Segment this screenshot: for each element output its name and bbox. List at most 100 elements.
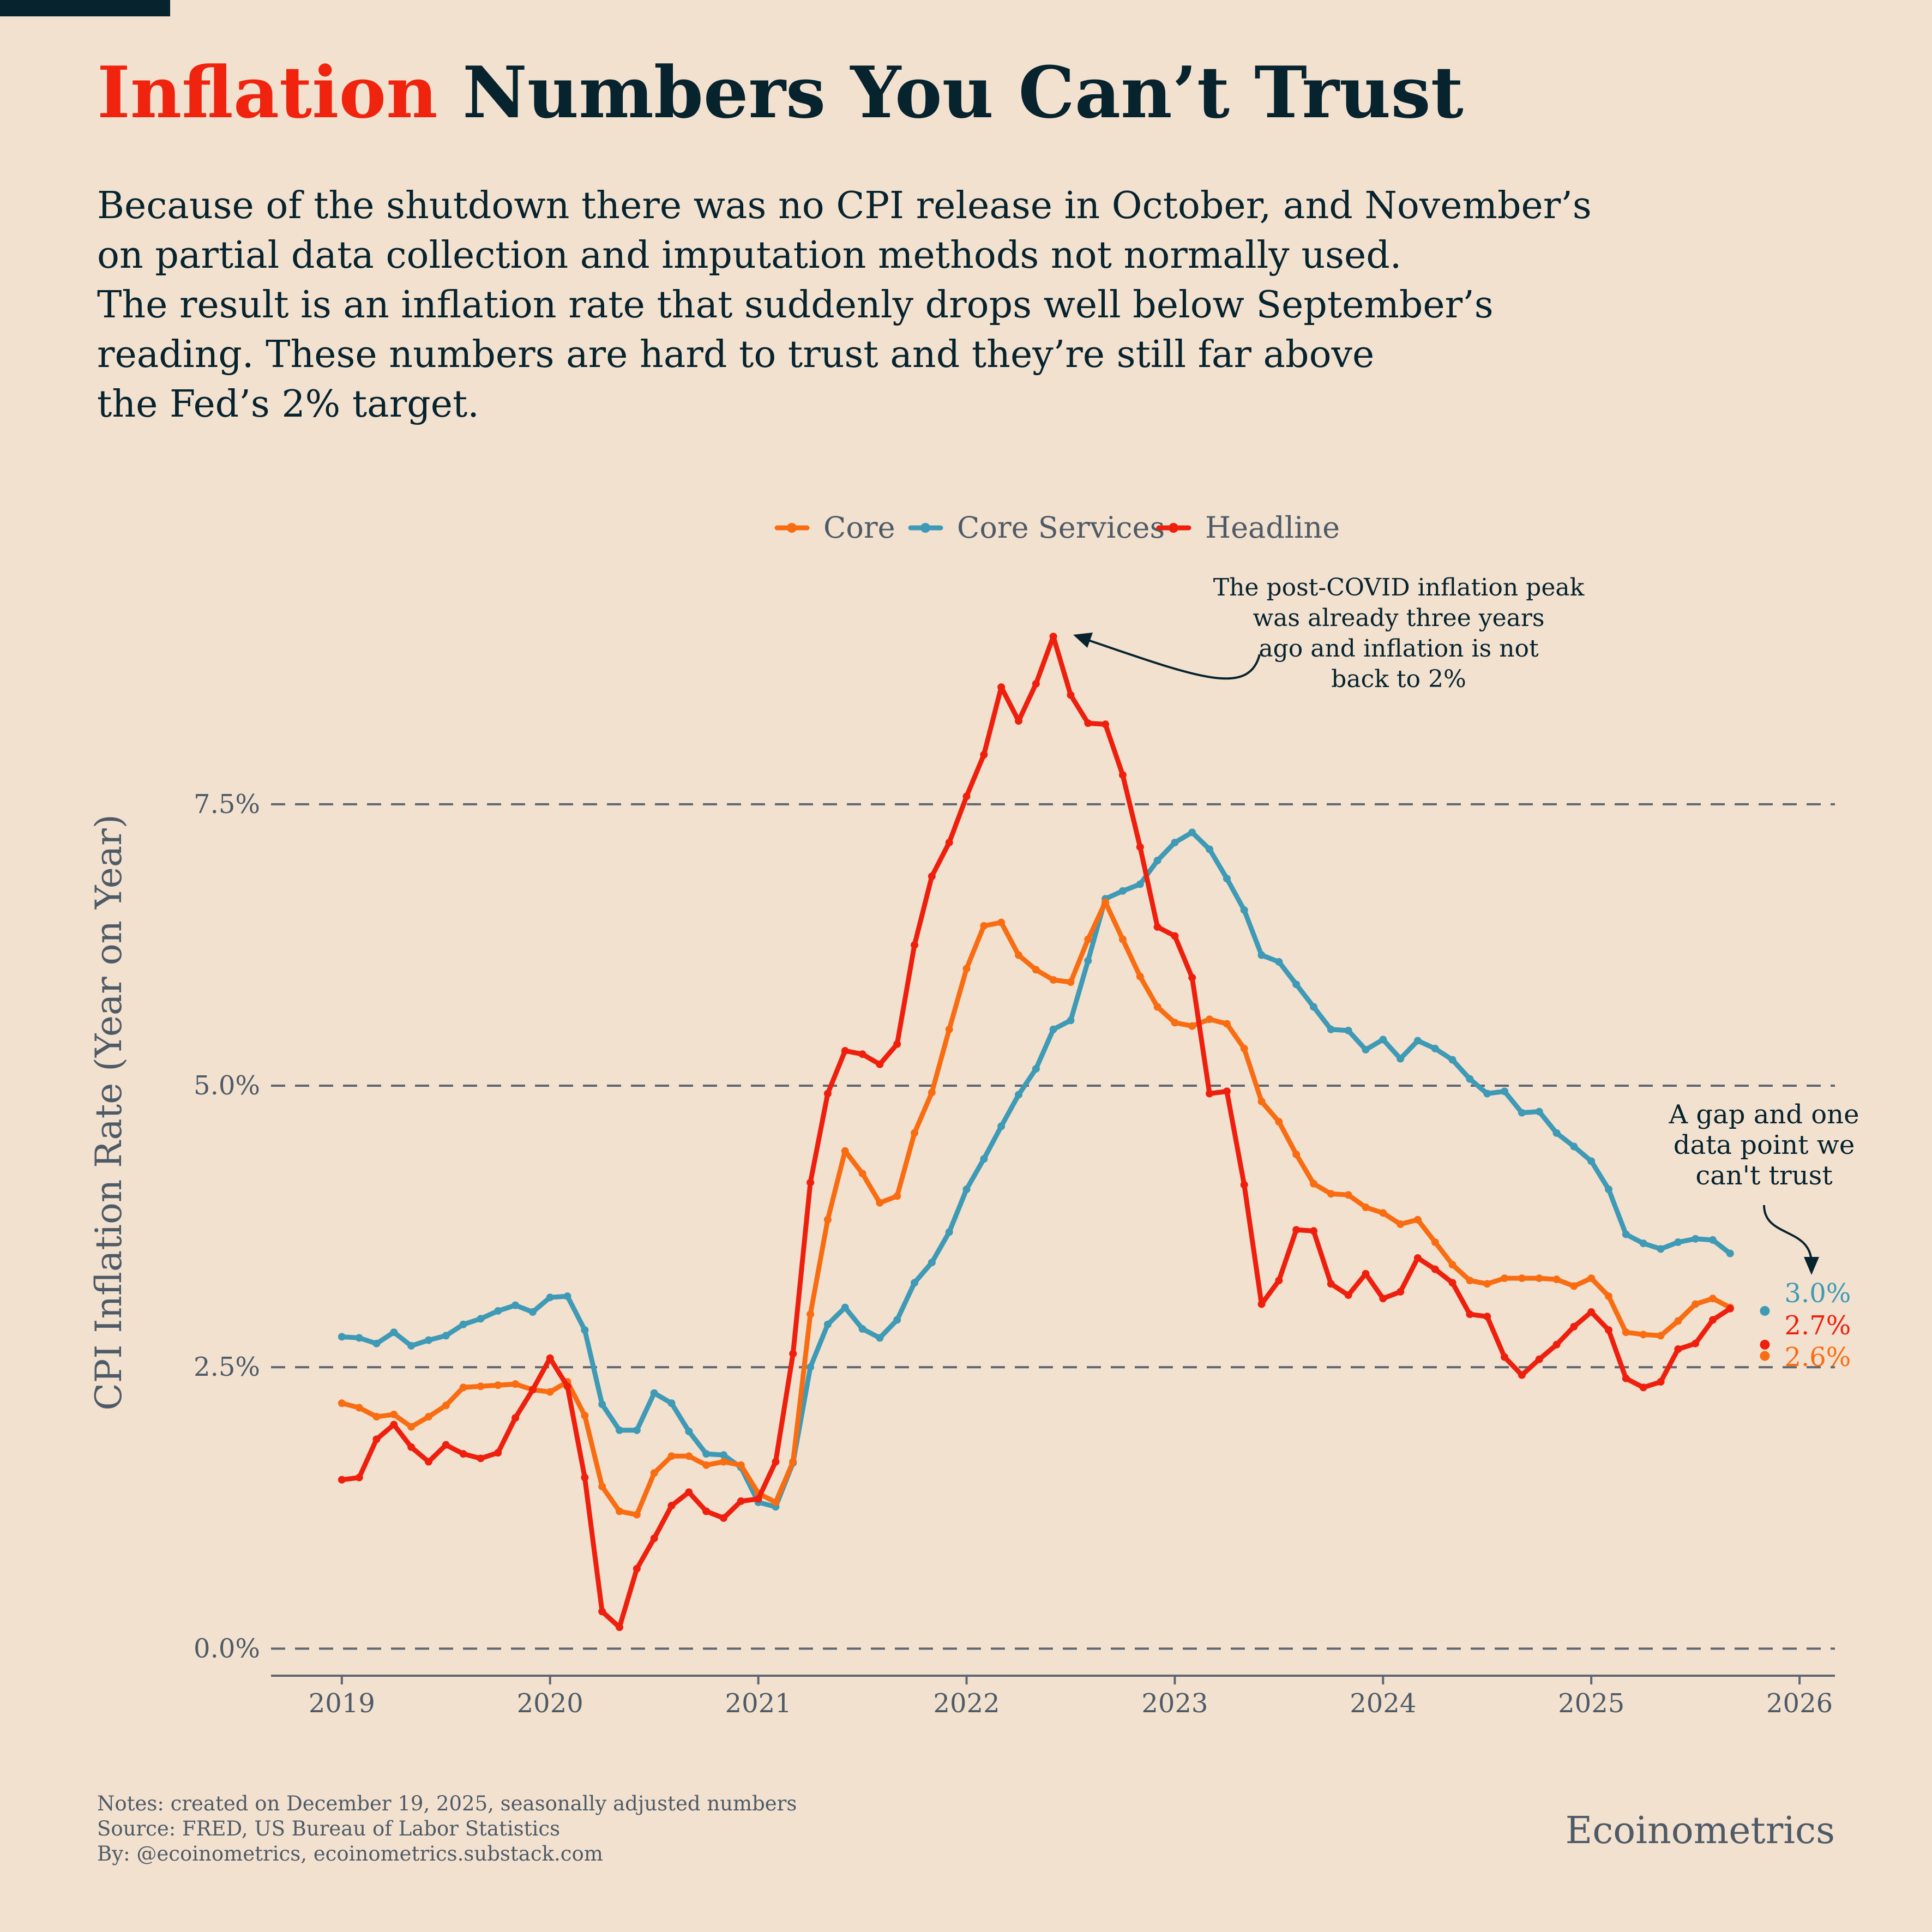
data-point-headline (772, 1458, 780, 1466)
data-point-headline (1136, 843, 1144, 851)
data-point-headline (1501, 1353, 1509, 1361)
data-point-headline (945, 839, 953, 847)
data-point-core (424, 1413, 432, 1421)
data-point-core-services (702, 1450, 711, 1458)
data-point-headline (616, 1623, 624, 1632)
data-point-headline (1292, 1226, 1301, 1234)
data-point-core (1014, 951, 1022, 959)
data-point-headline (1102, 720, 1110, 729)
value-label-core-services: 3.0% (1784, 1278, 1851, 1309)
gap-arrowhead (1804, 1257, 1819, 1275)
data-point-core (893, 1192, 901, 1200)
data-point-core (1448, 1261, 1456, 1269)
legend-label-core-services: Core Services (957, 510, 1165, 545)
data-point-core-services (928, 1259, 936, 1267)
data-point-headline (789, 1350, 797, 1358)
data-point-core (581, 1411, 589, 1419)
series-line-core-services (339, 830, 1733, 1509)
data-point-core (962, 965, 971, 973)
data-point-headline (841, 1047, 849, 1055)
data-point-headline (581, 1473, 589, 1482)
data-point-core-services (1327, 1025, 1335, 1033)
data-point-core-services (1362, 1045, 1370, 1054)
data-point-headline (407, 1443, 416, 1451)
y-tick-label: 2.5% (194, 1352, 260, 1382)
data-point-headline (598, 1608, 606, 1616)
data-point-core (667, 1452, 676, 1460)
data-point-headline (1206, 1090, 1214, 1098)
data-point-headline (563, 1382, 571, 1391)
data-point-headline (1067, 691, 1075, 699)
peak-arrowhead (1073, 633, 1093, 648)
data-point-core (390, 1410, 398, 1418)
top-accent-bar (0, 0, 170, 16)
data-point-core-services (1570, 1142, 1578, 1151)
data-point-core (719, 1458, 727, 1466)
data-point-core-services (1032, 1065, 1040, 1073)
data-point-headline (1674, 1345, 1682, 1353)
data-point-core-services (1552, 1129, 1561, 1137)
data-point-core (1275, 1118, 1283, 1126)
data-point-core (1535, 1274, 1543, 1283)
data-point-headline (1692, 1339, 1700, 1347)
data-point-core (1153, 1003, 1161, 1011)
data-point-headline (442, 1441, 450, 1449)
data-point-headline (1344, 1291, 1352, 1299)
data-point-core-services (633, 1426, 641, 1434)
data-point-core-services (945, 1228, 953, 1236)
data-point-core-services (598, 1400, 606, 1409)
data-point-core (806, 1310, 815, 1319)
data-point-core-services (1639, 1239, 1647, 1248)
data-point-core (702, 1461, 711, 1469)
data-point-headline (1448, 1279, 1456, 1287)
data-point-core (823, 1215, 832, 1224)
data-point-core-services (338, 1333, 346, 1341)
data-point-core (1136, 972, 1144, 980)
data-point-headline (1118, 771, 1127, 779)
x-tick-label: 2019 (309, 1688, 375, 1719)
data-point-core (858, 1170, 866, 1178)
data-point-headline (1587, 1308, 1596, 1316)
data-point-core-services (355, 1334, 363, 1342)
peak-annotation-arrow (1085, 638, 1261, 680)
data-point-headline (1466, 1310, 1474, 1319)
data-point-headline (1639, 1383, 1647, 1392)
data-point-headline (1275, 1277, 1283, 1285)
data-point-core (1622, 1328, 1630, 1337)
data-point-core-services (1674, 1238, 1682, 1247)
data-point-core (1657, 1332, 1665, 1340)
data-point-core-services (893, 1316, 901, 1324)
data-point-core (1102, 898, 1110, 906)
data-point-core (1483, 1280, 1491, 1288)
data-point-headline (911, 941, 919, 949)
brand-logo-text: Ecoinometrics (1565, 1809, 1835, 1852)
x-tick-label: 2021 (725, 1688, 792, 1719)
data-point-core (459, 1383, 467, 1392)
data-point-core (1257, 1097, 1266, 1105)
data-point-headline (1605, 1326, 1613, 1334)
data-point-core-services (841, 1303, 849, 1311)
data-point-core (1587, 1274, 1596, 1283)
page-title: Inflation Numbers You Can’t Trust (97, 44, 1464, 142)
data-point-headline (1188, 973, 1196, 982)
data-point-headline (997, 683, 1006, 691)
data-point-headline (511, 1414, 520, 1422)
y-tick-label: 5.0% (194, 1070, 260, 1101)
data-point-core (1692, 1300, 1700, 1308)
data-point-headline (685, 1488, 693, 1496)
notes-text: Notes: created on December 19, 2025, sea… (97, 1792, 797, 1815)
data-point-core-services (1223, 875, 1231, 883)
gap-annotation-line: data point we (1674, 1130, 1855, 1160)
data-point-core (1188, 1022, 1196, 1030)
data-point-core (685, 1452, 693, 1460)
data-point-headline (737, 1497, 745, 1505)
data-point-core (1708, 1295, 1717, 1303)
data-point-core (1344, 1191, 1352, 1199)
peak-annotation-line: The post-COVID inflation peak (1213, 574, 1585, 601)
y-tick-label: 7.5% (194, 789, 260, 820)
title-rest: Numbers You Can’t Trust (437, 51, 1464, 134)
data-point-headline (1431, 1265, 1439, 1273)
data-point-core-services (876, 1334, 884, 1342)
data-point-core (841, 1147, 849, 1155)
